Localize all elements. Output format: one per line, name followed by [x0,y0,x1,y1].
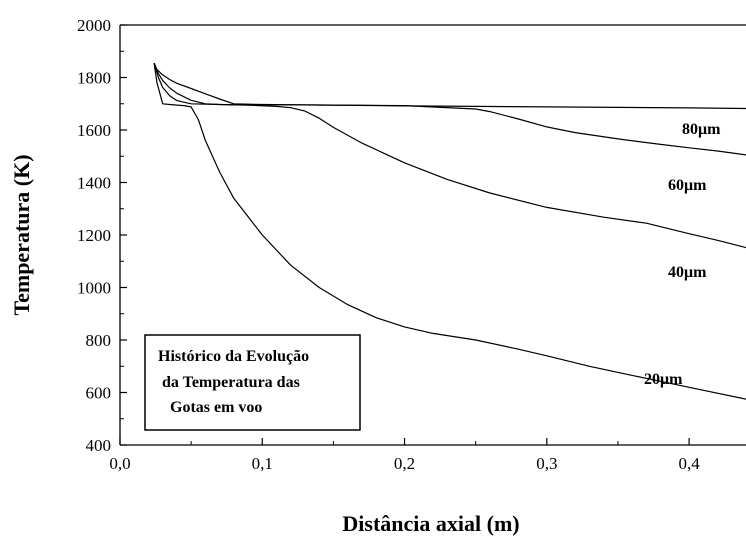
y-axis-title: Temperatura (K) [9,154,34,315]
series-line-3 [153,63,746,400]
y-tick-label: 600 [86,384,112,403]
series-label-20: 20μm [644,371,683,388]
y-tick-label: 1200 [77,226,111,245]
x-tick-label: 0,1 [252,454,273,473]
series-label-60: 60μm [668,177,707,194]
series-line-0 [153,62,746,110]
y-tick-label: 1000 [77,279,111,298]
series-line-2 [153,62,746,249]
y-tick-label: 1400 [77,174,111,193]
y-tick-label: 2000 [77,16,111,35]
series-label-40: 40μm [668,264,707,281]
annotation-line-2: da Temperatura das [162,374,300,391]
y-tick-label: 1800 [77,69,111,88]
y-tick-label: 800 [86,331,112,350]
series-lines [153,62,746,400]
annotation-box [144,334,361,431]
x-tick-label: 0,0 [109,454,130,473]
x-tick-label: 0,3 [536,454,557,473]
y-tick-label: 400 [86,436,112,455]
x-tick-label: 0,2 [394,454,415,473]
annotation-line-1: Histórico da Evolução [158,348,309,365]
x-axis-title: Distância axial (m) [342,511,519,536]
x-tick-label: 0,4 [678,454,700,473]
ticks [119,24,690,446]
annotation-line-3: Gotas em voo [170,399,262,416]
tick-labels: 400 600 800 1000 1200 1400 1600 1800 2000 0,0 0,1 0… [77,16,700,473]
series-line-1 [153,62,746,156]
series-label-80: 80μm [682,121,721,138]
y-tick-label: 1600 [77,121,111,140]
